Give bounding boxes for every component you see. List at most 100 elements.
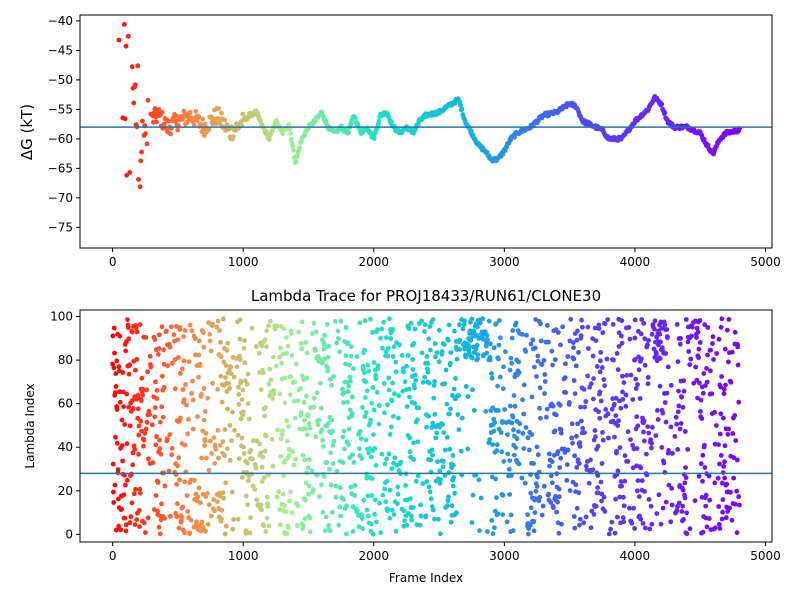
data-point	[708, 347, 713, 353]
data-point	[452, 490, 458, 496]
data-point	[295, 398, 301, 404]
data-point	[326, 343, 332, 349]
data-point	[624, 373, 630, 378]
data-point	[345, 399, 350, 405]
data-point	[510, 328, 516, 333]
data-point	[352, 483, 358, 488]
data-point	[686, 349, 692, 354]
data-point	[353, 115, 358, 121]
data-point	[363, 410, 369, 415]
data-point	[186, 417, 191, 422]
data-point	[116, 496, 121, 502]
x-tick-label: 0	[109, 255, 117, 269]
data-point	[572, 391, 578, 396]
data-point	[328, 376, 333, 382]
delta-g-y-label: ΔG (kT)	[18, 104, 36, 160]
data-point	[211, 435, 217, 440]
data-point	[196, 114, 202, 120]
data-point	[509, 360, 515, 366]
data-point	[527, 447, 532, 453]
data-point	[357, 320, 363, 326]
data-point	[425, 369, 431, 375]
data-point	[366, 450, 371, 456]
data-point	[350, 452, 355, 458]
data-point	[666, 482, 672, 488]
data-point	[544, 414, 549, 420]
data-point	[652, 318, 658, 324]
data-point	[451, 462, 456, 468]
data-point	[508, 355, 514, 361]
data-point	[491, 345, 497, 351]
data-point	[286, 424, 291, 429]
data-point	[376, 421, 382, 427]
data-point	[710, 334, 716, 340]
data-point	[537, 385, 543, 391]
data-point	[699, 416, 705, 421]
data-point	[380, 492, 386, 498]
data-point	[343, 353, 349, 359]
data-point	[639, 478, 645, 484]
data-point	[357, 429, 363, 434]
data-point	[542, 372, 548, 377]
data-point	[317, 494, 322, 499]
data-point	[288, 130, 293, 136]
data-point	[693, 364, 699, 370]
data-point	[621, 519, 627, 525]
data-point	[259, 507, 264, 513]
data-point	[735, 344, 741, 350]
x-tick-label: 0	[109, 549, 117, 563]
data-point	[558, 427, 564, 432]
data-point	[621, 380, 627, 385]
data-point	[219, 399, 225, 405]
data-point	[697, 340, 703, 345]
data-point	[570, 340, 576, 345]
data-point	[494, 442, 500, 448]
data-point	[315, 473, 320, 478]
data-point	[111, 489, 116, 495]
data-point	[658, 339, 663, 345]
data-point	[225, 406, 230, 412]
data-point	[199, 455, 205, 461]
data-point	[572, 525, 578, 531]
data-point	[237, 353, 243, 359]
data-point	[275, 427, 280, 433]
data-point	[129, 64, 135, 70]
data-point	[175, 337, 181, 342]
data-point	[528, 505, 534, 511]
data-point	[501, 459, 507, 464]
data-point	[553, 494, 558, 499]
data-point	[635, 478, 641, 483]
data-point	[489, 518, 495, 523]
data-point	[201, 330, 206, 336]
data-point	[447, 360, 453, 366]
data-point	[227, 458, 233, 463]
data-point	[189, 328, 195, 334]
data-point	[582, 404, 588, 410]
data-point	[413, 478, 419, 484]
data-point	[146, 456, 151, 462]
data-point	[215, 427, 221, 433]
data-point	[322, 528, 328, 534]
data-point	[218, 373, 224, 379]
data-point	[121, 492, 127, 498]
data-point	[286, 525, 291, 531]
data-point	[135, 406, 141, 412]
data-point	[375, 327, 380, 333]
data-point	[180, 504, 186, 510]
data-point	[680, 487, 686, 493]
data-point	[511, 393, 517, 398]
data-point	[119, 417, 125, 423]
data-point	[386, 387, 392, 393]
data-point	[244, 381, 250, 387]
data-point	[523, 425, 529, 430]
data-point	[122, 116, 128, 122]
data-point	[354, 508, 360, 513]
data-point	[447, 446, 453, 452]
data-point	[147, 412, 153, 417]
data-point	[341, 497, 347, 502]
data-point	[659, 326, 664, 331]
data-point	[193, 108, 199, 114]
data-point	[191, 122, 197, 128]
data-point	[531, 528, 537, 534]
data-point	[659, 101, 665, 107]
